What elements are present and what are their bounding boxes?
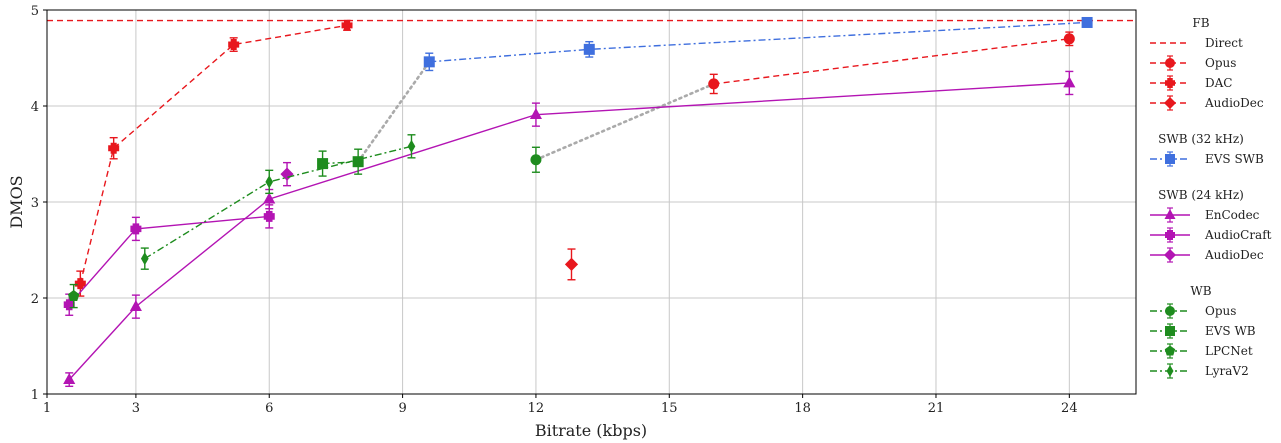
legend-label-lpcnet: LPCNet (1205, 344, 1253, 358)
audiocraft-line (68, 215, 270, 306)
lyrav2-point (265, 175, 274, 189)
opus-wb-point (530, 154, 542, 166)
y-axis-ticks: 1 2 3 4 5 (31, 4, 47, 403)
series-layer (63, 16, 1093, 388)
opus-fb-line (713, 38, 1070, 85)
connector-lines (356, 60, 716, 163)
x-tick-label: 1 (43, 401, 51, 416)
series-opus-wb (530, 146, 542, 173)
y-tick-label: 5 (31, 4, 39, 19)
audiocraft-point (130, 223, 142, 235)
series-lyrav2 (140, 134, 416, 270)
legend-group-title: SWB (32 kHz) (1158, 132, 1244, 146)
x-tick-label: 12 (528, 401, 545, 416)
encodec-point (63, 373, 76, 384)
legend-group-title: FB (1192, 16, 1209, 30)
legend-label-dac: DAC (1205, 76, 1232, 90)
y-tick-label: 2 (31, 292, 39, 307)
dac-point (228, 39, 240, 51)
x-tick-label: 9 (398, 401, 406, 416)
legend-marker-audiodec-swb (1164, 249, 1176, 261)
series-evs-wb (317, 148, 364, 177)
y-tick-label: 4 (31, 100, 39, 115)
legend-marker-lyrav2 (1166, 365, 1174, 377)
legend-label-evs-swb: EVS SWB (1205, 152, 1264, 166)
lyrav2-point (407, 139, 416, 153)
legend-label-opus-wb: Opus (1205, 304, 1236, 318)
series-opus-fb (708, 31, 1075, 95)
y-tick-label: 3 (31, 196, 39, 211)
lpcnet-point (67, 290, 80, 301)
x-axis-label: Bitrate (kbps) (535, 421, 647, 440)
encodec-point (529, 108, 542, 120)
y-tick-label: 1 (31, 388, 39, 403)
evs-swb-point (583, 43, 595, 55)
series-dac (74, 19, 353, 297)
audiocraft-point (263, 210, 275, 222)
evs-swb-point (1081, 16, 1093, 28)
dac-point (108, 142, 120, 154)
legend-group-title: SWB (24 kHz) (1158, 188, 1244, 202)
legend-label-evs-wb: EVS WB (1205, 324, 1256, 338)
lyrav2-point (140, 252, 149, 266)
dac-point (74, 278, 86, 290)
grid-lines (47, 10, 1136, 394)
encodec-point (263, 192, 276, 204)
legend-marker-evs-wb (1165, 326, 1175, 336)
encodec-line (68, 82, 1070, 381)
x-axis-ticks: 1 3 6 9 12 15 18 21 24 (43, 394, 1078, 416)
encodec-point (1063, 76, 1076, 88)
series-audiocraft (63, 204, 275, 316)
evs-wb-point (317, 158, 329, 170)
connector-line (356, 60, 431, 163)
legend-label-audiodec-swb: AudioDec (1204, 248, 1264, 262)
legend-marker-encodec (1164, 209, 1176, 219)
legend: FB Direct Opus DAC AudioDec SWB (32 kHz) EVS S… (1150, 16, 1272, 379)
evs-wb-point (352, 156, 364, 168)
legend-marker-lpcnet (1164, 345, 1176, 356)
audiodec-swb-point (280, 167, 294, 181)
opus-fb-point (708, 78, 720, 90)
series-audiodec-fb (564, 248, 579, 281)
series-evs-swb (423, 16, 1093, 72)
series-audiodec-swb (280, 161, 294, 187)
legend-label-audiocraft: AudioCraft (1204, 228, 1272, 242)
audiodec-fb-point (564, 257, 579, 271)
legend-label-lyrav2: LyraV2 (1205, 364, 1249, 378)
x-tick-label: 18 (794, 401, 811, 416)
legend-marker-opus-fb (1165, 58, 1175, 68)
legend-label-direct: Direct (1205, 36, 1243, 50)
legend-group-title: WB (1190, 284, 1211, 298)
evs-swb-line (429, 21, 1088, 63)
x-tick-label: 6 (265, 401, 273, 416)
connector-line (534, 82, 716, 162)
series-lpcnet (67, 283, 80, 309)
dac-line (79, 24, 348, 284)
x-tick-label: 24 (1061, 401, 1078, 416)
evs-wb-line (322, 160, 359, 165)
legend-label-audiodec-fb: AudioDec (1204, 96, 1264, 110)
legend-marker-opus-wb (1165, 306, 1175, 316)
opus-fb-point (1063, 33, 1075, 45)
x-tick-label: 15 (661, 401, 678, 416)
legend-marker-dac (1165, 78, 1175, 88)
y-axis-label: DMOS (7, 175, 26, 228)
legend-label-opus-fb: Opus (1205, 56, 1236, 70)
evs-swb-point (423, 56, 435, 68)
legend-marker-evs-swb (1165, 154, 1175, 164)
series-encodec (63, 70, 1076, 388)
legend-label-encodec: EnCodec (1205, 208, 1260, 222)
legend-marker-audiodec-fb (1164, 97, 1176, 109)
x-tick-label: 3 (132, 401, 140, 416)
legend-marker-audiocraft (1165, 230, 1175, 240)
x-tick-label: 21 (928, 401, 945, 416)
dac-point (341, 19, 353, 31)
encodec-point (129, 300, 142, 312)
